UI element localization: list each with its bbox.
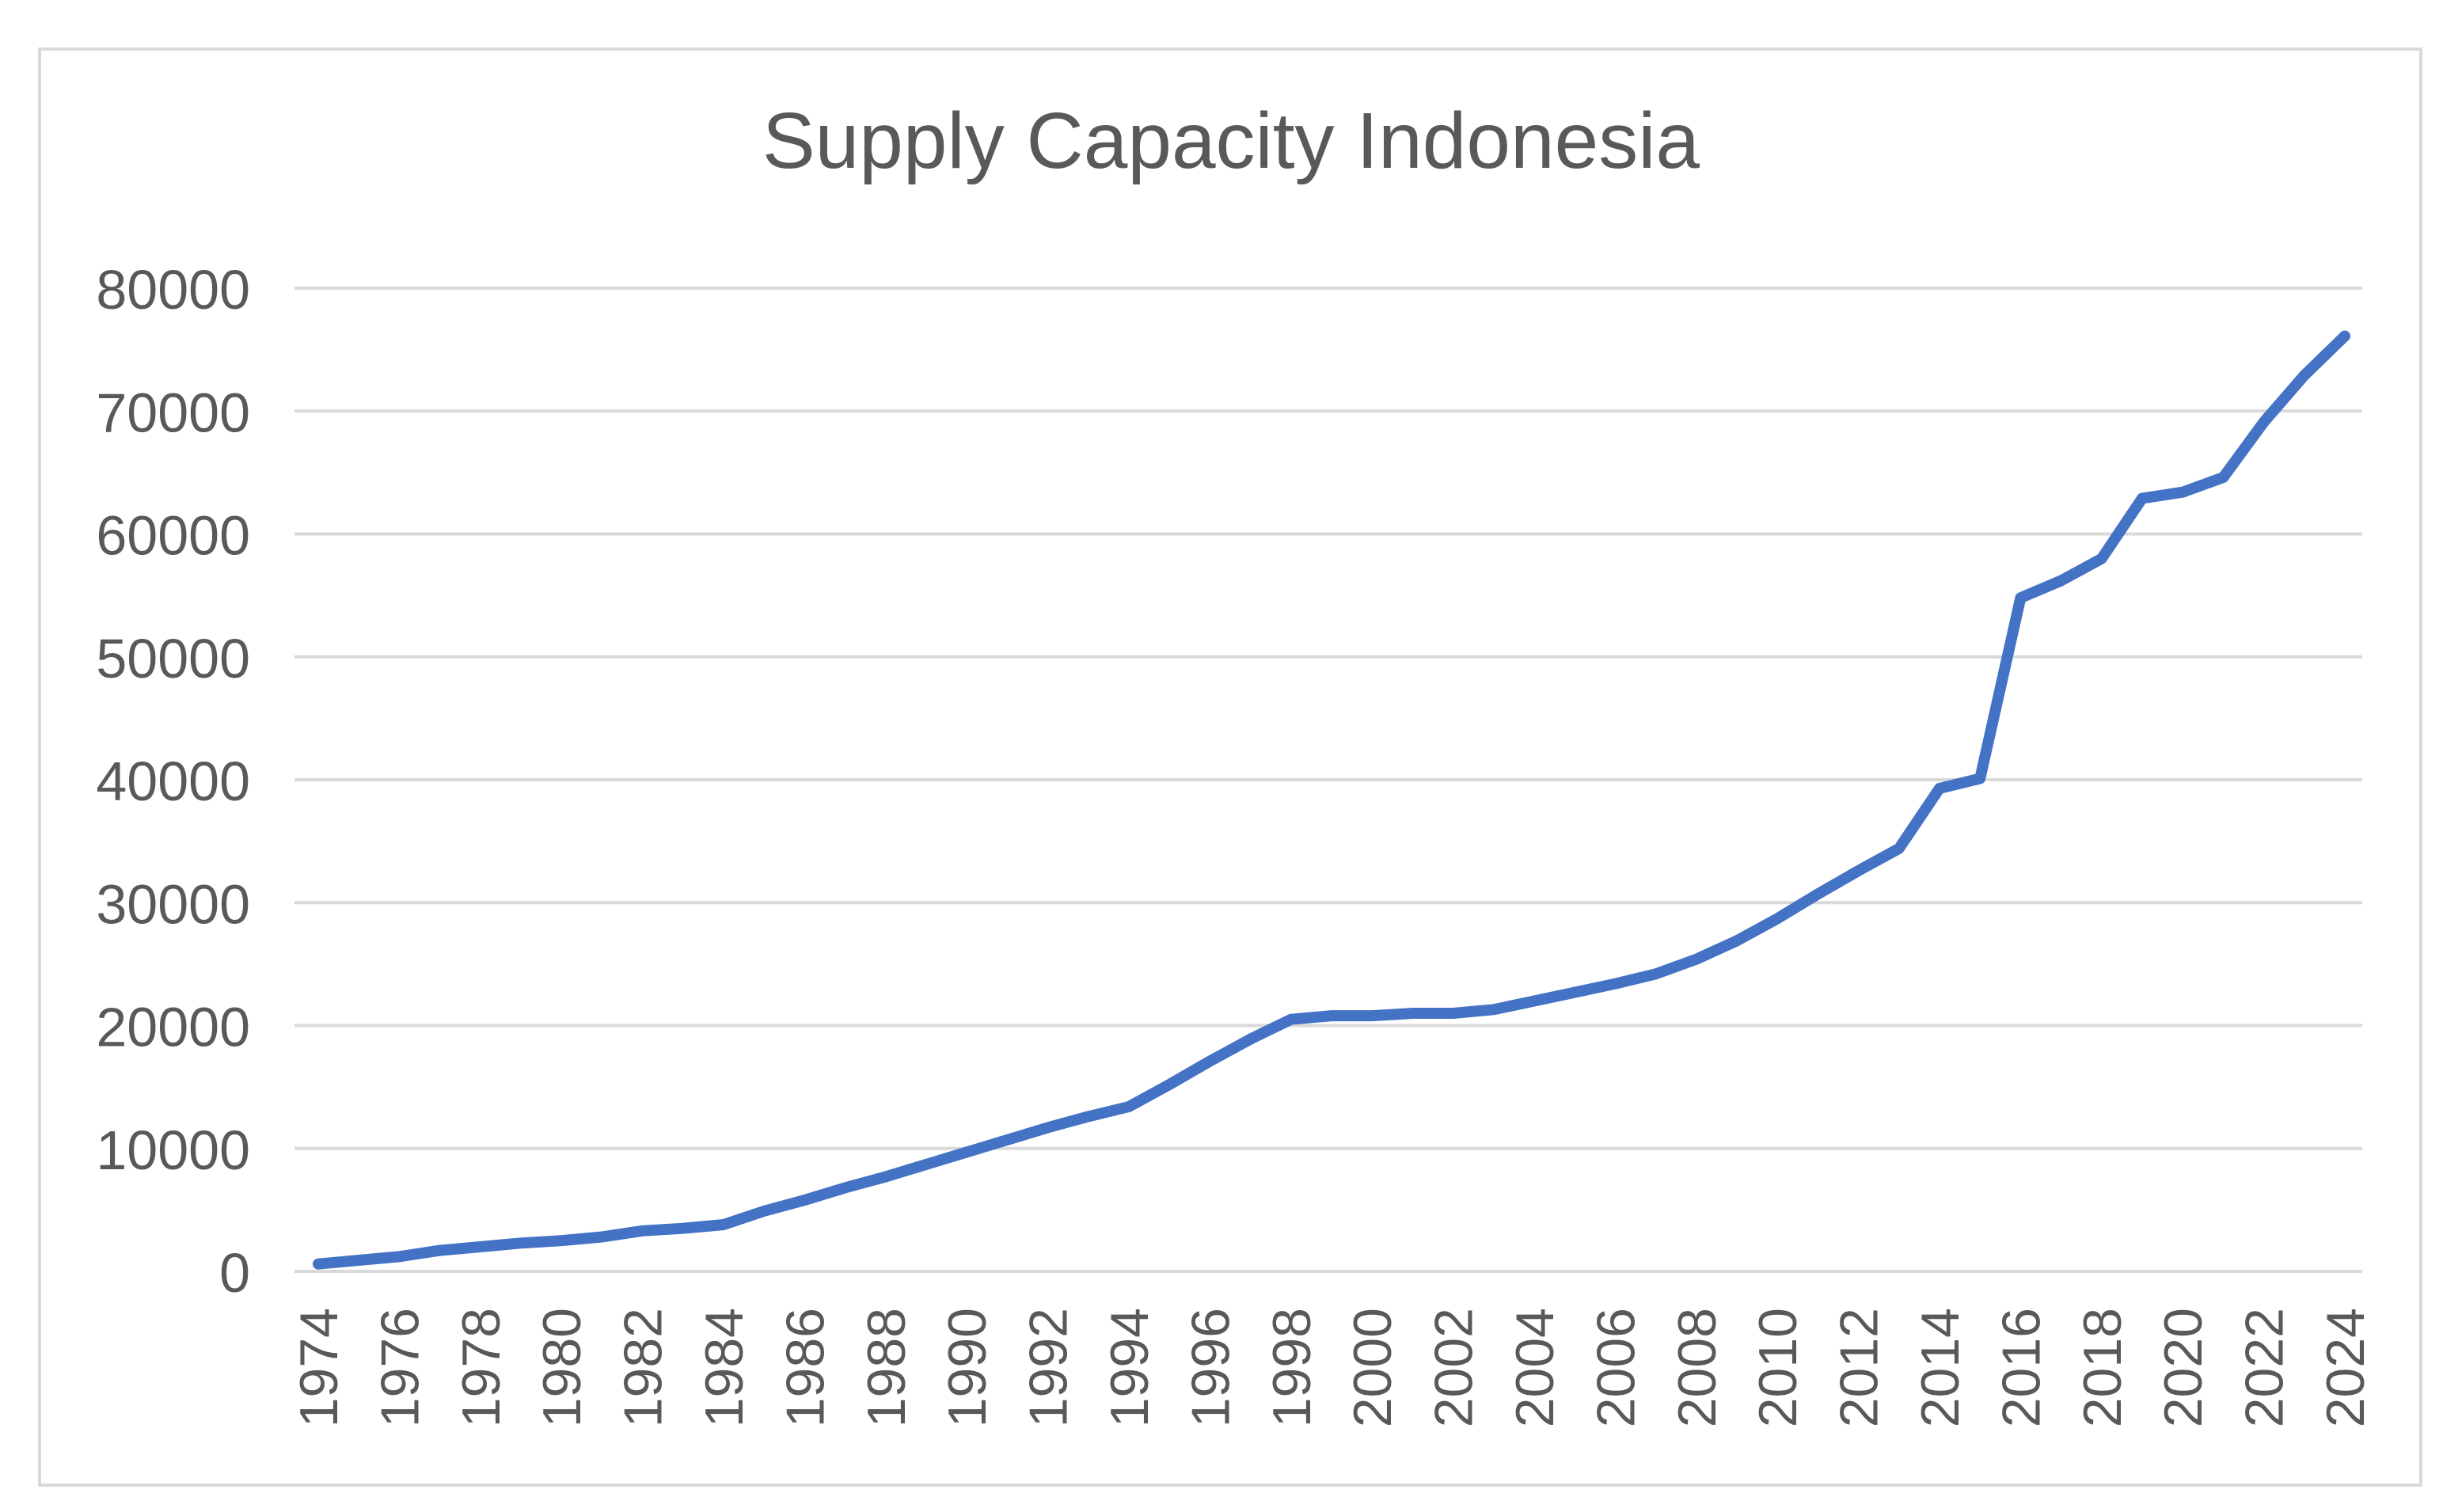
x-tick-label: 2004 xyxy=(1505,1308,1565,1427)
y-tick-label: 50000 xyxy=(96,628,250,690)
x-tick-label: 2024 xyxy=(2316,1308,2376,1427)
x-tick-label: 1974 xyxy=(289,1308,349,1427)
x-axis-labels: 1974 1976 1978 1980 1982 1984 1986 1988 1990 1992… xyxy=(289,1308,2376,1427)
x-tick-label: 1976 xyxy=(370,1308,430,1427)
series-line xyxy=(313,330,2350,1270)
x-tick-label: 1986 xyxy=(775,1308,835,1427)
x-tick-label: 1988 xyxy=(857,1308,917,1427)
chart-title: Supply Capacity Indonesia xyxy=(762,97,1700,185)
x-tick-label: 1998 xyxy=(1262,1308,1322,1427)
series-layer xyxy=(313,330,2350,1270)
x-tick-label: 1984 xyxy=(694,1308,754,1427)
x-tick-label: 1980 xyxy=(532,1308,592,1427)
x-tick-label: 1994 xyxy=(1100,1308,1160,1427)
y-tick-label: 40000 xyxy=(96,750,250,812)
x-tick-label: 2002 xyxy=(1424,1308,1484,1427)
x-tick-label: 2008 xyxy=(1667,1308,1727,1427)
x-tick-label: 2006 xyxy=(1586,1308,1646,1427)
x-tick-label: 2012 xyxy=(1829,1308,1890,1427)
x-tick-label: 2000 xyxy=(1343,1308,1403,1427)
x-tick-label: 2018 xyxy=(2073,1308,2133,1427)
y-tick-label: 0 xyxy=(219,1242,250,1304)
y-tick-label: 70000 xyxy=(96,382,250,443)
y-axis-labels: 0 10000 20000 30000 40000 50000 60000 70000 8000… xyxy=(96,259,250,1304)
x-tick-label: 2022 xyxy=(2235,1308,2295,1427)
gridlines xyxy=(294,287,2362,1150)
x-tick-label: 2020 xyxy=(2153,1308,2213,1427)
y-tick-label: 80000 xyxy=(96,259,250,321)
x-tick-label: 1978 xyxy=(451,1308,511,1427)
y-tick-label: 60000 xyxy=(96,505,250,567)
x-tick-label: 1982 xyxy=(614,1308,674,1427)
x-tick-label: 2016 xyxy=(1991,1308,2051,1427)
x-tick-label: 2014 xyxy=(1910,1308,1970,1427)
x-tick-label: 1992 xyxy=(1019,1308,1079,1427)
y-tick-label: 20000 xyxy=(96,997,250,1058)
y-tick-label: 30000 xyxy=(96,873,250,935)
x-tick-label: 1996 xyxy=(1180,1308,1240,1427)
x-tick-label: 1990 xyxy=(937,1308,997,1427)
y-tick-label: 10000 xyxy=(96,1119,250,1181)
x-tick-label: 2010 xyxy=(1748,1308,1808,1427)
